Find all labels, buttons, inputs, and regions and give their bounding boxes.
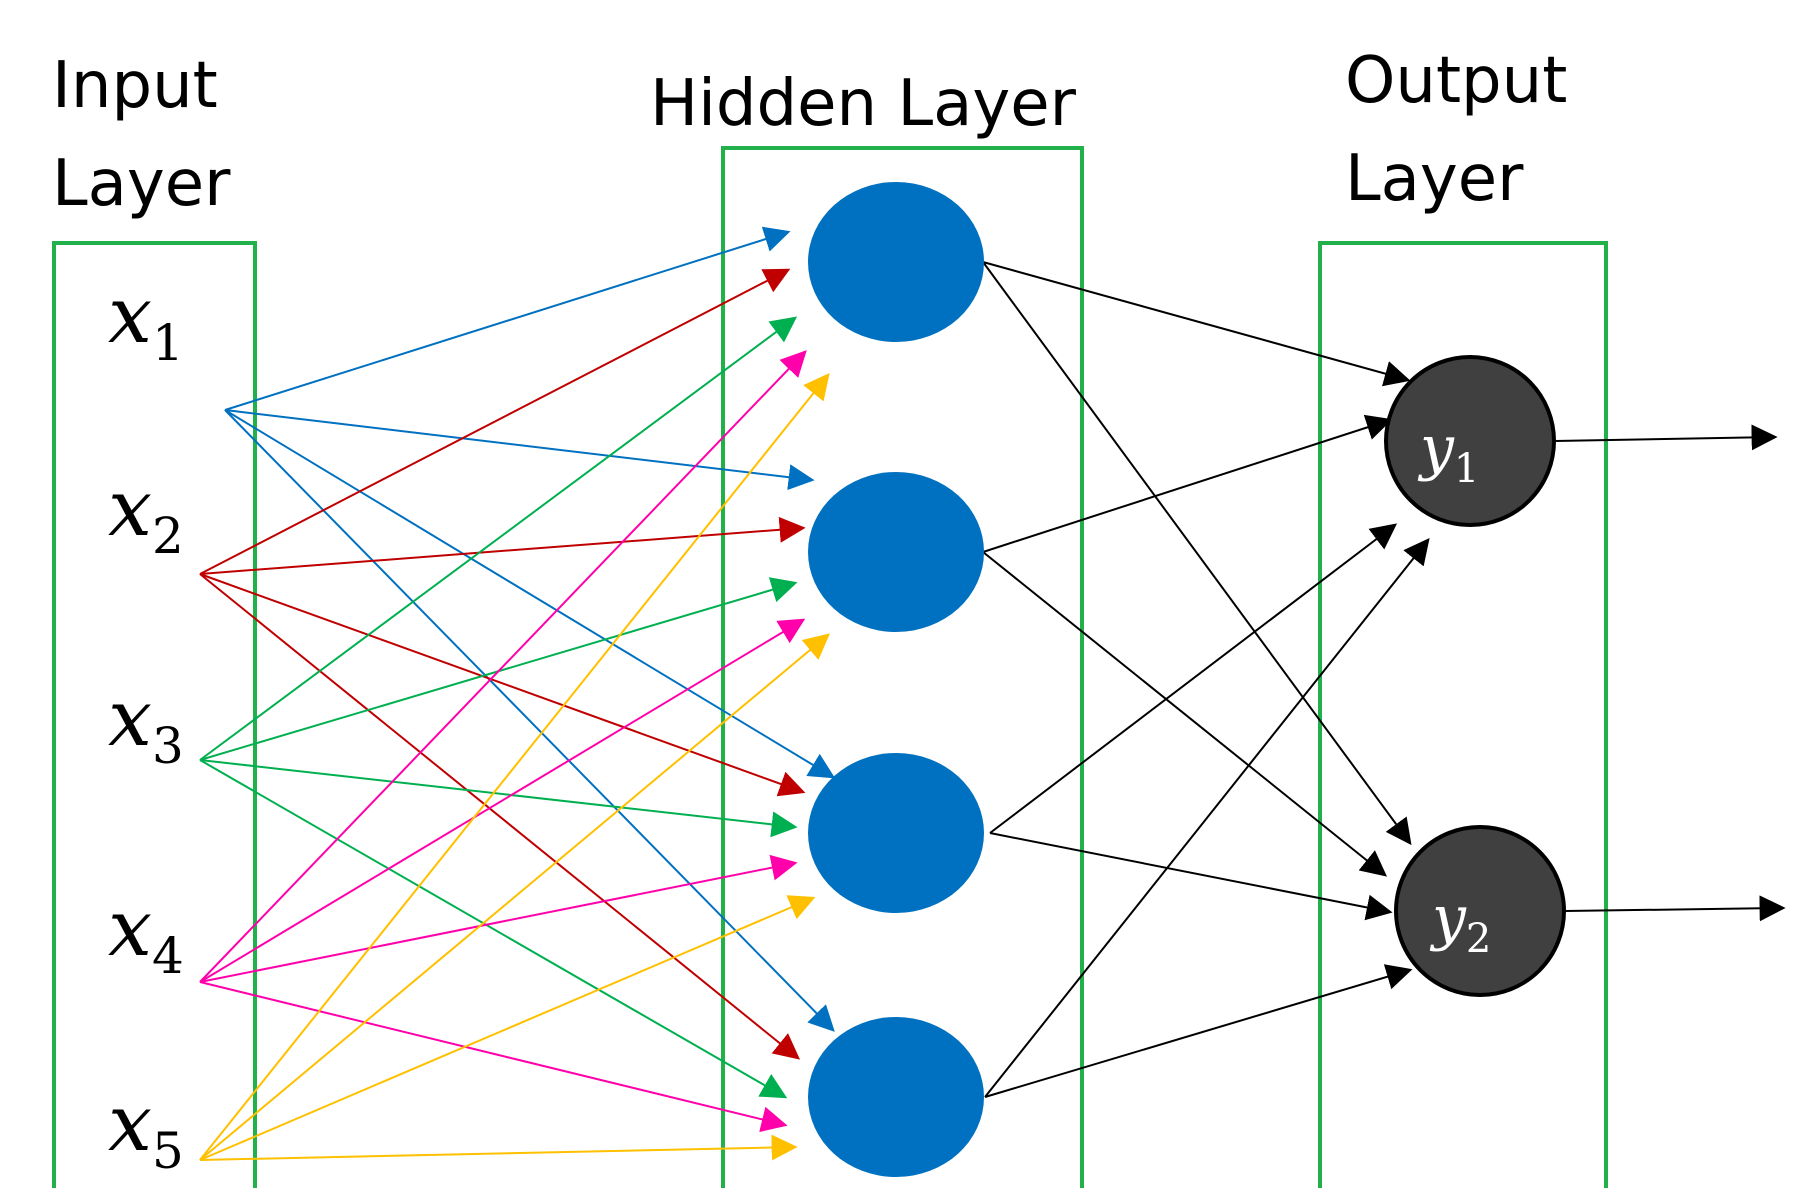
hidden-layer-frame <box>721 146 1084 1188</box>
hidden-node-3 <box>808 753 984 913</box>
output-arrow-y2 <box>1564 895 1786 922</box>
edge-group <box>199 226 1786 1161</box>
hidden-node-2 <box>808 472 984 632</box>
output-arrow-y1 <box>1554 424 1778 451</box>
edge-x2-to-hidden-4 <box>199 573 801 1060</box>
edge-x4-to-hidden-4 <box>199 981 788 1133</box>
input-layer-frame <box>52 241 257 1188</box>
hidden-node-4 <box>808 1017 984 1177</box>
edge-hidden-2-to-y1 <box>982 414 1393 553</box>
edge-x2-to-hidden-1 <box>199 268 791 575</box>
hidden-layer-title: Hidden Layer <box>650 67 1077 141</box>
hidden-node-1 <box>808 182 984 342</box>
edge-hidden-4-to-y1 <box>984 537 1430 1098</box>
edge-x4-to-hidden-1 <box>199 350 807 983</box>
output-label-y1: y1 <box>1417 413 1479 492</box>
edge-x1-to-hidden-4 <box>224 409 835 1032</box>
edge-x3-to-hidden-3 <box>199 759 798 838</box>
output-layer-title-line2: Layer <box>1345 142 1524 216</box>
edge-x5-to-hidden-3 <box>199 895 816 1161</box>
output-node-y1 <box>1384 355 1556 527</box>
edge-hidden-3-to-y1 <box>989 523 1398 834</box>
input-label-x1: x1 <box>108 271 184 372</box>
edge-hidden-1-to-y2 <box>982 261 1412 846</box>
output-label-y2: y2 <box>1429 883 1491 962</box>
edge-x5-to-hidden-1 <box>199 372 830 1161</box>
input-label-x2: x2 <box>108 464 184 565</box>
edge-hidden-2-to-y2 <box>982 551 1388 877</box>
input-label-x3: x3 <box>108 674 184 775</box>
edge-hidden-1-to-y1 <box>982 261 1411 387</box>
input-layer-title-line2: Layer <box>52 147 231 221</box>
edge-x2-to-hidden-3 <box>199 573 806 797</box>
edge-x1-to-hidden-1 <box>224 226 791 411</box>
edge-x5-to-hidden-2 <box>199 633 830 1161</box>
output-layer-title-line1: Output <box>1345 44 1567 118</box>
input-label-x4: x4 <box>108 884 184 985</box>
input-layer-title-line1: Input <box>52 49 218 123</box>
edge-hidden-4-to-y2 <box>984 964 1413 1098</box>
edge-x1-to-hidden-3 <box>224 409 836 779</box>
output-node-y2 <box>1394 825 1566 997</box>
edge-x4-to-hidden-3 <box>199 854 798 983</box>
edge-x1-to-hidden-2 <box>224 409 815 491</box>
edge-x3-to-hidden-1 <box>199 316 798 761</box>
edge-hidden-3-to-y2 <box>989 832 1393 921</box>
output-layer-frame <box>1318 241 1608 1188</box>
input-label-x5: x5 <box>108 1079 184 1180</box>
edge-x4-to-hidden-2 <box>199 618 806 983</box>
edge-x5-to-hidden-4 <box>199 1134 798 1161</box>
edge-x2-to-hidden-2 <box>199 516 806 575</box>
edge-x3-to-hidden-4 <box>199 759 788 1099</box>
